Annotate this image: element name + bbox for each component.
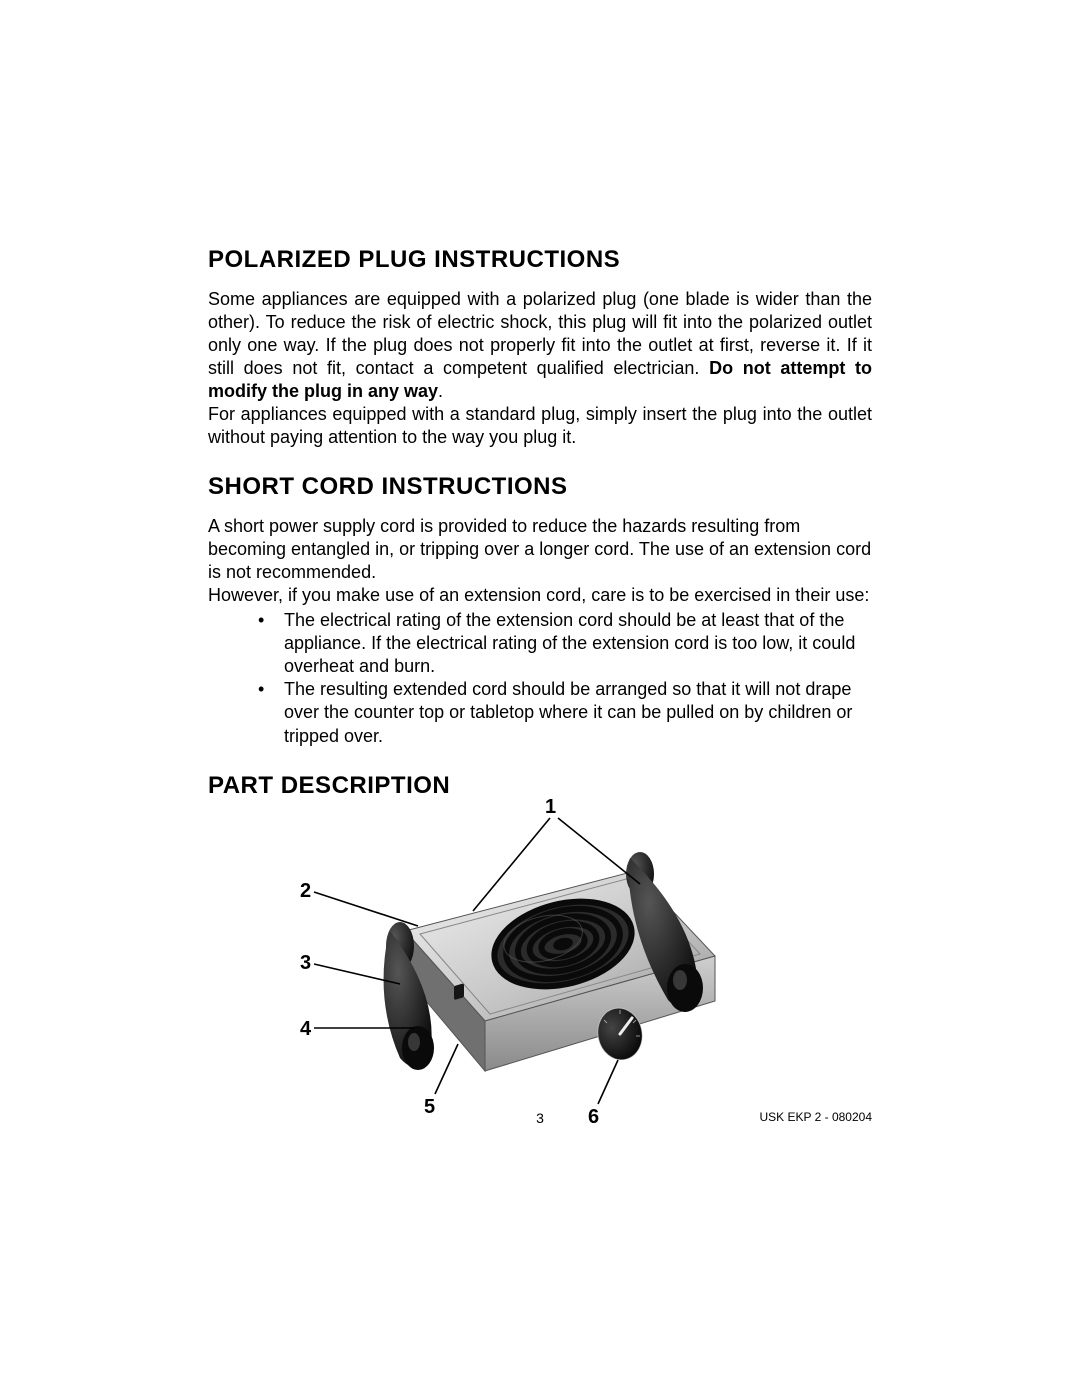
handle-right-highlight: [673, 970, 687, 990]
callout-3: 3: [300, 952, 311, 975]
callout-5: 5: [424, 1096, 435, 1119]
polarized-para-1-tail: .: [438, 381, 443, 401]
leader-5: [435, 1044, 458, 1094]
leader-1b: [558, 818, 640, 884]
handle-left-highlight: [408, 1033, 420, 1051]
part-description-diagram: 1 2 3 4 5 6: [280, 796, 840, 1156]
polarized-plug-title: POLARIZED PLUG INSTRUCTIONS: [208, 246, 872, 274]
hotplate-illustration: [280, 796, 840, 1156]
document-page: POLARIZED PLUG INSTRUCTIONS Some applian…: [208, 246, 872, 812]
callout-1: 1: [545, 796, 556, 819]
callout-4: 4: [300, 1018, 311, 1041]
short-cord-bullet-2: The resulting extended cord should be ar…: [258, 678, 872, 747]
leader-6: [598, 1060, 618, 1104]
polarized-para-1: Some appliances are equipped with a pola…: [208, 288, 872, 403]
indicator-light: [454, 983, 464, 1000]
polarized-para-2: For appliances equipped with a standard …: [208, 403, 872, 449]
short-cord-para-1: A short power supply cord is provided to…: [208, 515, 872, 584]
short-cord-bullet-1: The electrical rating of the extension c…: [258, 609, 872, 678]
footer-doc-code: USK EKP 2 - 080204: [759, 1110, 872, 1124]
short-cord-title: SHORT CORD INSTRUCTIONS: [208, 473, 872, 501]
handle-right-front: [667, 964, 703, 1012]
callout-6: 6: [588, 1106, 599, 1129]
short-cord-para-2: However, if you make use of an extension…: [208, 584, 872, 607]
page-number: 3: [536, 1110, 544, 1126]
callout-2: 2: [300, 880, 311, 903]
leader-2: [314, 892, 418, 926]
short-cord-bullets: The electrical rating of the extension c…: [208, 609, 872, 747]
